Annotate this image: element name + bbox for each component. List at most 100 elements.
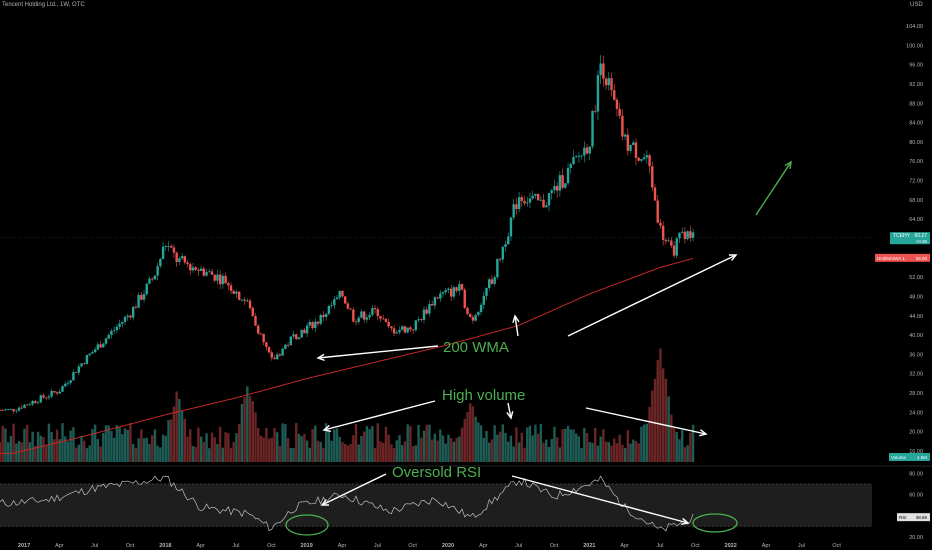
candle [594,110,597,112]
volume-bar [504,433,507,462]
candle [330,305,333,307]
volume-bar [634,440,638,462]
candle [210,271,214,275]
volume-bar [256,427,260,462]
candle [561,175,564,188]
candle [140,294,143,300]
wma-arrow-left [317,345,439,359]
volume-bar [297,433,301,462]
candle [555,185,559,191]
volume-bar [55,429,59,462]
candle [58,391,61,394]
candle [607,78,611,86]
volume-bar [199,436,203,462]
volume-bar [237,423,241,462]
volume-bar [577,436,581,462]
volume-bar [468,403,472,462]
volume-bar [180,410,184,462]
volume-bar [485,431,488,462]
rsi-low-circle-2018 [285,514,329,536]
volume-bar [463,418,466,462]
candle [292,334,295,337]
volume-bar [444,443,447,462]
volume-bar [338,437,341,462]
volume-bar [686,445,689,462]
volume-bar [161,434,165,462]
volume-bar [118,427,121,462]
symbol-header: Tencent Holding Ltd., 1W, OTC [2,2,85,8]
volume-bar [604,441,608,462]
volume-bar [387,434,390,462]
volume-bar [85,448,89,462]
volume-bar [390,444,393,462]
candle [354,321,358,323]
candle [436,297,439,299]
wma-arrow-right [567,254,737,337]
annotation-high-volume: High volume [442,387,525,404]
candle [392,328,396,334]
rsi-arrow-right-head [680,517,690,526]
rsi-low-circle-2021 [692,513,738,533]
candle [197,269,200,271]
volume-bar [77,444,81,462]
volume-bar [6,442,10,462]
candle [311,322,314,329]
volume-bar [110,431,113,462]
volume-bar [365,426,369,462]
candle [610,78,613,91]
volume-bar [112,437,116,462]
candle [25,404,29,406]
volume-bar [678,439,681,462]
volume-bar [45,444,48,462]
candle [403,326,407,333]
candle [341,290,344,297]
volume-bar [561,429,564,462]
candle [588,146,591,154]
volume-bar [172,406,176,462]
candle [248,300,252,308]
time-axis-tick: Apr [620,543,629,549]
candle [387,321,390,327]
time-axis-tick: Oct [408,543,417,549]
candle [613,90,616,100]
candle [335,297,339,300]
volume-bar [439,429,442,462]
candle [452,287,456,297]
candle [191,267,195,271]
candle [629,145,632,151]
candle [256,325,260,334]
candle [623,134,627,137]
candle [422,309,426,320]
volume-bar [262,437,265,462]
volume-bar [433,433,437,462]
time-axis-tick: Oct [691,543,700,549]
candle [319,314,322,324]
volume-bar [509,435,513,462]
candle [365,317,369,320]
volume-bar [471,406,475,462]
candle [493,277,496,284]
candle [276,354,279,360]
volume-bar [425,424,428,462]
volume-bar [675,432,678,462]
volume-bar [642,424,646,462]
volume-bar [47,423,51,462]
volume-bar [34,445,37,462]
candle [77,366,81,373]
candle [6,409,10,410]
candle [99,344,102,348]
volume-bar [205,433,208,462]
candle [558,175,562,191]
volume-bar [186,436,189,462]
volume-bar [123,428,127,462]
candle [218,274,222,285]
volume-bar [482,437,485,462]
candle [498,258,502,260]
volume-bar [637,443,640,462]
candle [447,288,450,291]
rsi-arrow-left [321,473,387,506]
volume-bar [656,360,659,462]
rsi-axis-tick: 80.00 [909,471,923,477]
candle [632,142,635,146]
